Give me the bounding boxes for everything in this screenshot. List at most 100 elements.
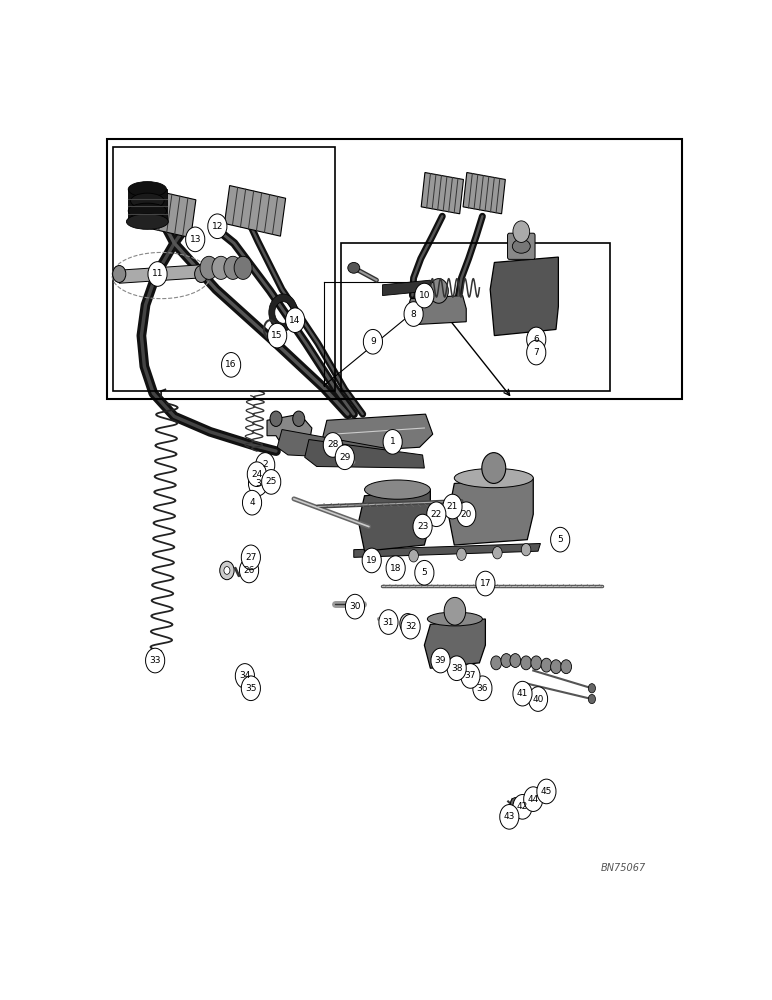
Circle shape [404,302,423,326]
Polygon shape [406,296,466,325]
Circle shape [427,502,446,527]
Text: 33: 33 [150,656,161,665]
Circle shape [431,648,450,673]
Text: 31: 31 [383,618,394,627]
Circle shape [560,660,571,674]
Circle shape [501,654,512,667]
Text: 39: 39 [435,656,446,665]
Polygon shape [358,490,430,551]
Text: 32: 32 [405,622,416,631]
Circle shape [212,256,230,279]
Text: 18: 18 [390,564,401,573]
Circle shape [523,787,543,811]
Circle shape [457,502,476,527]
Ellipse shape [364,480,430,499]
Circle shape [513,681,532,706]
FancyBboxPatch shape [507,233,535,259]
Text: 6: 6 [533,335,539,344]
Circle shape [222,353,241,377]
Text: 4: 4 [249,498,255,507]
Ellipse shape [128,203,167,219]
Text: 34: 34 [239,671,251,680]
Circle shape [520,656,531,670]
Circle shape [249,471,268,496]
Text: 7: 7 [533,348,539,357]
Text: 5: 5 [557,535,563,544]
Text: 12: 12 [212,222,223,231]
Circle shape [335,445,354,470]
Text: 40: 40 [533,695,543,704]
Text: 23: 23 [417,522,428,531]
Circle shape [268,323,286,348]
Circle shape [521,544,531,556]
Text: 38: 38 [451,664,462,673]
Circle shape [234,256,252,279]
Circle shape [415,560,434,585]
Circle shape [400,614,415,634]
Circle shape [345,594,364,619]
Circle shape [242,545,260,570]
Polygon shape [354,544,540,557]
Text: 15: 15 [272,331,283,340]
Circle shape [208,214,227,239]
Text: 27: 27 [245,553,256,562]
Text: 17: 17 [479,579,491,588]
Text: 14: 14 [290,316,301,325]
Polygon shape [135,187,196,238]
Ellipse shape [130,193,164,209]
Text: 28: 28 [327,440,338,449]
Circle shape [510,654,520,667]
Polygon shape [127,189,167,222]
Circle shape [499,805,519,829]
Text: 3: 3 [256,479,261,488]
Ellipse shape [513,239,530,253]
Text: 29: 29 [339,453,350,462]
Circle shape [550,660,561,674]
Text: 45: 45 [540,787,552,796]
Ellipse shape [428,612,482,626]
Bar [340,243,610,391]
Ellipse shape [347,262,360,273]
Polygon shape [305,440,425,468]
Circle shape [242,490,262,515]
Circle shape [185,227,205,252]
Text: 25: 25 [266,477,277,486]
Polygon shape [321,414,433,453]
Bar [107,139,682,399]
Polygon shape [425,619,486,668]
Circle shape [529,687,547,711]
Circle shape [443,494,462,519]
Circle shape [364,329,382,354]
Circle shape [513,221,530,242]
Polygon shape [382,280,430,296]
Text: 5: 5 [422,568,427,577]
Circle shape [472,676,492,701]
Ellipse shape [128,182,167,197]
Polygon shape [277,430,394,460]
Text: 26: 26 [243,566,255,575]
Circle shape [379,610,398,634]
Circle shape [493,547,502,559]
Circle shape [541,658,552,672]
Circle shape [537,791,544,801]
Text: 13: 13 [189,235,201,244]
Circle shape [262,470,281,494]
Circle shape [200,256,218,279]
Circle shape [386,556,405,580]
Text: 9: 9 [370,337,376,346]
Polygon shape [267,414,312,450]
Circle shape [476,571,495,596]
Circle shape [235,664,255,688]
Text: 35: 35 [245,684,256,693]
Circle shape [588,684,595,693]
Circle shape [513,795,532,819]
Polygon shape [490,257,558,336]
Circle shape [527,340,546,365]
Text: 1: 1 [390,437,395,446]
Circle shape [404,619,411,628]
Ellipse shape [195,266,208,282]
Circle shape [409,550,418,562]
Text: 21: 21 [447,502,458,511]
Text: 8: 8 [411,310,416,319]
Circle shape [239,558,259,583]
